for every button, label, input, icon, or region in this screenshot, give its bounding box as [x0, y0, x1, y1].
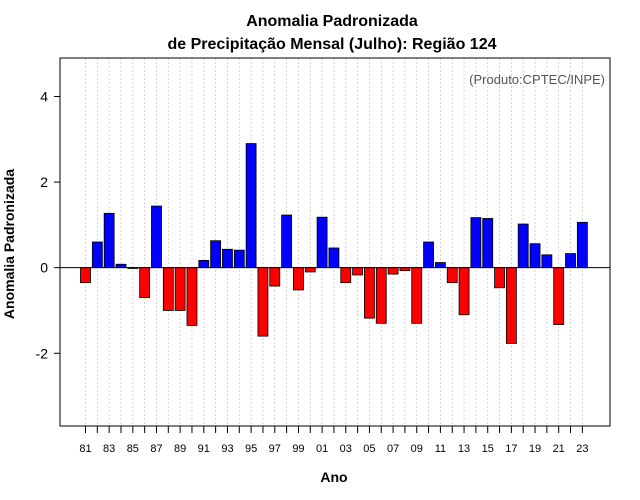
bar-95: [245, 143, 257, 269]
x-tick-label: 89: [174, 443, 186, 455]
bar-90: [186, 267, 198, 326]
bar-93: [222, 248, 233, 269]
bar-84: [115, 263, 127, 269]
bar-88: [162, 267, 174, 311]
x-tick-label: 23: [576, 443, 588, 455]
bars: [80, 143, 588, 344]
credit-text: (Produto:CPTEC/INPE): [469, 72, 605, 87]
bar-07: [387, 267, 399, 275]
bar-18: [517, 223, 529, 269]
x-tick-label: 19: [529, 443, 541, 455]
bar-19: [529, 243, 541, 269]
bar-09: [411, 267, 423, 324]
bar-21: [553, 267, 565, 325]
x-axis: 81 83 85 87 89 91 93 95 97 99 01 03 05 07 09 11 13 15 17 19…: [79, 426, 588, 455]
bar-16: [494, 267, 505, 289]
bar-04: [352, 267, 363, 276]
x-tick-label: 99: [292, 443, 304, 455]
x-tick-label: 97: [269, 443, 281, 455]
bar-00: [304, 267, 316, 273]
x-tick-label: 17: [505, 443, 517, 455]
x-tick-label: 03: [340, 443, 352, 455]
bar-05: [364, 267, 375, 319]
x-tick-label: 15: [482, 443, 494, 455]
bar-91: [198, 259, 210, 269]
x-tick-label: 93: [221, 443, 233, 455]
x-tick-label: 81: [79, 443, 91, 455]
bar-97: [269, 267, 281, 287]
bar-14: [470, 217, 482, 269]
x-tick-label: 09: [411, 443, 423, 455]
x-tick-label: 95: [245, 443, 257, 455]
x-tick-label: 87: [150, 443, 162, 455]
bar-92: [210, 240, 222, 269]
bar-02: [328, 247, 340, 269]
y-axis: -2 0 2 4: [36, 89, 60, 361]
chart-title-line2: de Precipitação Mensal (Julho): Região 1…: [168, 36, 497, 53]
bar-01: [316, 216, 328, 269]
x-axis-label: Ano: [320, 469, 347, 485]
y-tick-label: -2: [36, 345, 49, 361]
y-axis-label: Anomalia Padronizada: [1, 169, 17, 319]
plot-frame: [59, 57, 611, 427]
x-tick-label: 21: [553, 443, 565, 455]
bar-81: [80, 267, 91, 284]
bar-06: [375, 267, 387, 324]
bar-87: [151, 205, 162, 269]
y-tick-label: 0: [40, 260, 48, 276]
x-tick-label: 85: [127, 443, 139, 455]
bar-13: [458, 267, 470, 316]
chart-title-line1: Anomalia Padronizada: [246, 13, 418, 30]
x-tick-label: 83: [103, 443, 115, 455]
bar-17: [505, 267, 517, 344]
y-tick-label: 2: [40, 174, 48, 190]
bar-96: [257, 267, 269, 337]
bar-98: [281, 214, 293, 269]
bar-99: [293, 267, 304, 291]
x-tick-label: 01: [316, 443, 328, 455]
x-tick-label: 13: [458, 443, 470, 455]
bar-83: [103, 212, 115, 269]
bar-23: [576, 221, 588, 269]
y-tick-label: 4: [40, 89, 48, 105]
bar-89: [174, 267, 186, 311]
x-tick-label: 11: [435, 443, 446, 455]
bar-82: [91, 241, 103, 269]
bar-12: [446, 267, 458, 284]
bar-22: [565, 253, 576, 269]
bar-86: [139, 267, 151, 299]
bar-10: [423, 241, 434, 269]
x-tick-label: 05: [363, 443, 375, 455]
bar-20: [541, 254, 553, 269]
bar-15: [482, 218, 494, 269]
bar-94: [233, 249, 245, 269]
bar-11: [434, 262, 446, 269]
bar-03: [340, 267, 352, 284]
x-tick-label: 91: [198, 443, 210, 455]
x-tick-label: 07: [387, 443, 399, 455]
